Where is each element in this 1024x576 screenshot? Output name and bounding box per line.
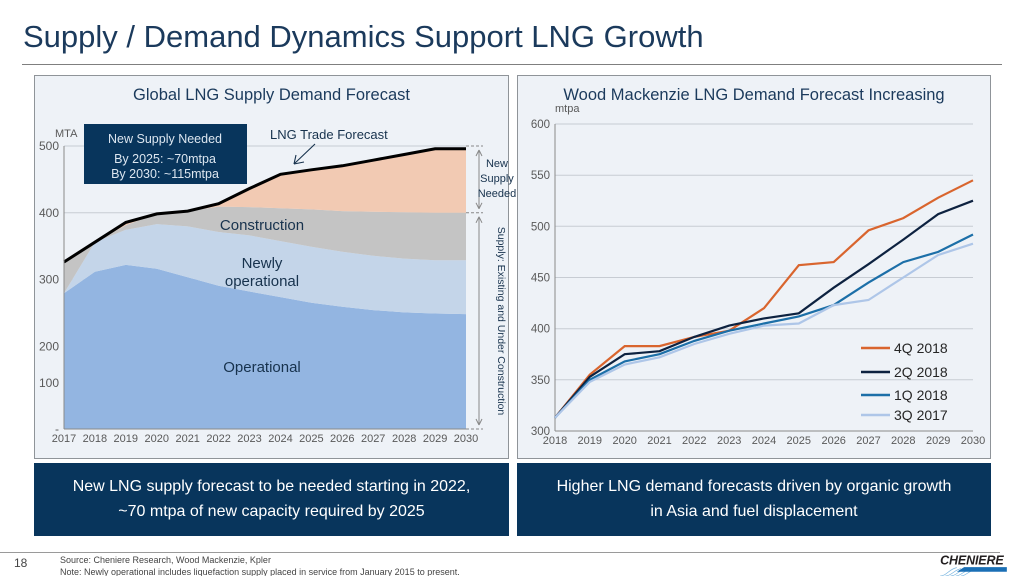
svg-text:2019: 2019 <box>578 435 602 447</box>
svg-text:mtpa: mtpa <box>555 103 580 115</box>
svg-text:2024: 2024 <box>752 435 776 447</box>
svg-text:2018: 2018 <box>543 435 567 447</box>
svg-text:2025: 2025 <box>787 435 811 447</box>
svg-text:Newly: Newly <box>242 255 283 272</box>
svg-text:2020: 2020 <box>612 435 636 447</box>
svg-text:400: 400 <box>39 206 59 220</box>
svg-text:600: 600 <box>531 119 550 131</box>
svg-text:100: 100 <box>39 376 59 390</box>
svg-text:Supply: Existing and Under Con: Supply: Existing and Under Construction <box>495 227 507 416</box>
svg-text:500: 500 <box>531 221 550 233</box>
svg-text:2023: 2023 <box>717 435 741 447</box>
svg-text:2019: 2019 <box>114 433 138 445</box>
svg-text:2021: 2021 <box>175 433 199 445</box>
svg-text:By 2025: ~70mtpa: By 2025: ~70mtpa <box>114 152 216 166</box>
svg-text:400: 400 <box>531 324 550 336</box>
svg-text:2030: 2030 <box>454 433 478 445</box>
svg-text:Construction: Construction <box>220 217 304 234</box>
svg-text:2027: 2027 <box>361 433 385 445</box>
svg-text:450: 450 <box>531 273 550 285</box>
svg-text:2018: 2018 <box>83 433 107 445</box>
svg-text:4Q 2018: 4Q 2018 <box>894 340 948 356</box>
svg-text:LNG Trade Forecast: LNG Trade Forecast <box>270 127 388 142</box>
svg-text:By 2030: ~115mtpa: By 2030: ~115mtpa <box>111 167 219 181</box>
svg-text:CHENIERE: CHENIERE <box>940 554 1004 568</box>
svg-text:300: 300 <box>39 273 59 287</box>
svg-text:Supply: Supply <box>480 173 514 185</box>
svg-text:2020: 2020 <box>145 433 169 445</box>
svg-text:2021: 2021 <box>647 435 671 447</box>
svg-text:2025: 2025 <box>299 433 323 445</box>
svg-text:2022: 2022 <box>682 435 706 447</box>
svg-text:Operational: Operational <box>223 359 301 376</box>
svg-text:2026: 2026 <box>821 435 845 447</box>
svg-text:Needed: Needed <box>478 188 517 200</box>
svg-text:2026: 2026 <box>330 433 354 445</box>
svg-text:2022: 2022 <box>206 433 230 445</box>
svg-text:2028: 2028 <box>392 433 416 445</box>
svg-text:New Supply Needed: New Supply Needed <box>108 132 222 146</box>
svg-text:2017: 2017 <box>52 433 76 445</box>
svg-text:New: New <box>486 158 508 170</box>
svg-text:500: 500 <box>39 139 59 153</box>
svg-text:350: 350 <box>531 375 550 387</box>
svg-text:2029: 2029 <box>926 435 950 447</box>
svg-text:3Q 2017: 3Q 2017 <box>894 407 948 423</box>
svg-text:MTA: MTA <box>55 128 78 140</box>
svg-text:2030: 2030 <box>961 435 985 447</box>
svg-text:200: 200 <box>39 339 59 353</box>
svg-text:2027: 2027 <box>856 435 880 447</box>
svg-text:2028: 2028 <box>891 435 915 447</box>
svg-text:550: 550 <box>531 170 550 182</box>
svg-text:2Q 2018: 2Q 2018 <box>894 364 948 380</box>
svg-text:2024: 2024 <box>268 433 292 445</box>
svg-text:2023: 2023 <box>237 433 261 445</box>
svg-text:1Q 2018: 1Q 2018 <box>894 387 948 403</box>
svg-text:operational: operational <box>225 273 299 290</box>
svg-text:2029: 2029 <box>423 433 447 445</box>
